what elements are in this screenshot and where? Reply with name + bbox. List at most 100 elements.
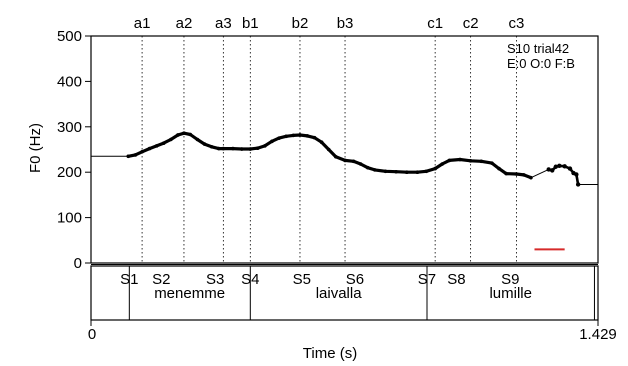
f0-point-40 <box>424 169 429 174</box>
y-tick-label-0: 0 <box>74 255 82 272</box>
segment-label-S3: S3 <box>206 271 224 288</box>
f0-point-12 <box>202 142 207 146</box>
f0-point-3 <box>140 149 144 154</box>
segment-label-S4: S4 <box>241 271 259 288</box>
f0-point-4 <box>147 146 152 151</box>
f0-point-9 <box>182 131 186 135</box>
landmark-label-c1: c1 <box>427 15 443 32</box>
landmark-label-b2: b2 <box>292 15 309 32</box>
segment-label-S1: S1 <box>120 271 138 288</box>
segment-label-S5: S5 <box>293 271 311 288</box>
f0-point-21 <box>270 139 274 144</box>
f0-point-32 <box>351 159 356 164</box>
segment-label-S9: S9 <box>501 271 519 288</box>
plot-frame <box>90 35 599 264</box>
f0-point-28 <box>319 140 324 145</box>
f0-point-7 <box>169 137 173 142</box>
f0-point-29 <box>326 147 331 152</box>
landmark-label-b3: b3 <box>337 15 354 32</box>
landmark-label-c3: c3 <box>508 15 524 32</box>
f0-tail-point-4 <box>557 163 562 169</box>
text-labels: F0 (Hz) Time (s) 0 1.429 S10 trial42 E:0… <box>27 15 617 362</box>
f0-point-36 <box>383 169 388 174</box>
f0-point-42 <box>440 162 445 166</box>
segment-label-S7: S7 <box>418 271 436 288</box>
f0-point-26 <box>305 134 310 138</box>
f0-point-25 <box>298 133 302 137</box>
f0-contour-line <box>126 131 533 180</box>
f0-point-37 <box>394 169 398 174</box>
landmark-label-c2: c2 <box>463 15 479 32</box>
annotation-line-2: E:0 O:0 F:B <box>507 56 575 71</box>
landmark-label-a3: a3 <box>215 15 232 32</box>
f0-point-34 <box>365 165 370 170</box>
word-label-menemme: menemme <box>154 285 225 302</box>
f0-point-41 <box>433 166 437 171</box>
f0-point-15 <box>221 146 226 151</box>
f0-point-1 <box>126 154 131 159</box>
f0-point-47 <box>490 161 494 165</box>
annotation-line-1: S10 trial42 <box>507 41 569 56</box>
f0-tail-point-8 <box>574 172 579 177</box>
f0-point-11 <box>195 137 200 142</box>
f0-point-24 <box>291 133 296 138</box>
word-label-lumille: lumille <box>489 285 532 302</box>
f0-point-20 <box>263 144 267 148</box>
y-tick-label-300: 300 <box>57 119 82 136</box>
y-axis: 0 100 200 300 400 500 <box>57 28 91 272</box>
f0-point-19 <box>255 146 260 150</box>
f0-tail-point-6 <box>567 166 573 171</box>
f0-tail-point-1 <box>546 167 551 172</box>
f0-point-38 <box>404 170 409 174</box>
word-label-laivalla: laivalla <box>316 285 363 302</box>
landmark-label-b1: b1 <box>242 15 259 32</box>
f0-point-48 <box>497 166 501 171</box>
y-tick-label-400: 400 <box>57 73 82 90</box>
f0-tail-point-3 <box>553 164 558 169</box>
segment-band-frame <box>90 265 599 321</box>
f0-point-35 <box>373 168 377 172</box>
f0-point-6 <box>161 141 166 145</box>
y-tick-label-100: 100 <box>57 210 82 227</box>
f0-curve <box>91 131 598 251</box>
y-tick-label-500: 500 <box>57 28 82 45</box>
f0-point-50 <box>514 172 519 176</box>
f0-point-31 <box>343 158 347 163</box>
f0-point-13 <box>209 144 214 149</box>
f0-point-44 <box>458 157 462 162</box>
f0-point-46 <box>479 159 484 164</box>
f0-point-16 <box>231 146 235 151</box>
landmark-label-a1: a1 <box>134 15 151 32</box>
f0-point-49 <box>504 171 508 176</box>
x-axis-label: Time (s) <box>303 345 357 362</box>
x-tick-label-end: 1.429 <box>579 326 617 343</box>
f0-point-45 <box>468 159 473 163</box>
f0-point-51 <box>522 173 526 177</box>
f0-point-43 <box>447 158 452 163</box>
f0-point-10 <box>188 132 193 137</box>
f0-point-5 <box>154 144 159 148</box>
frames <box>90 35 599 326</box>
f0-connector <box>530 169 549 179</box>
y-axis-label: F0 (Hz) <box>27 123 44 173</box>
x-tick-label-start: 0 <box>88 326 96 343</box>
landmark-label-a2: a2 <box>176 15 193 32</box>
f0-point-17 <box>239 147 244 151</box>
f0-point-30 <box>334 154 338 159</box>
f0-point-39 <box>415 170 420 174</box>
segment-label-S6: S6 <box>346 271 364 288</box>
f0-tail-point-2 <box>550 168 555 173</box>
f0-point-8 <box>176 133 180 137</box>
f0-point-22 <box>277 136 281 140</box>
f0-tail-point-9 <box>575 182 581 187</box>
f0-tail-point-5 <box>562 164 567 169</box>
f0-point-18 <box>248 147 253 151</box>
f0-point-14 <box>216 146 221 151</box>
f0-point-33 <box>358 162 363 166</box>
segment-label-S2: S2 <box>152 271 170 288</box>
f0-point-23 <box>284 134 288 139</box>
segment-label-S8: S8 <box>447 271 465 288</box>
f0-point-27 <box>312 135 317 140</box>
y-tick-label-200: 200 <box>57 164 82 181</box>
